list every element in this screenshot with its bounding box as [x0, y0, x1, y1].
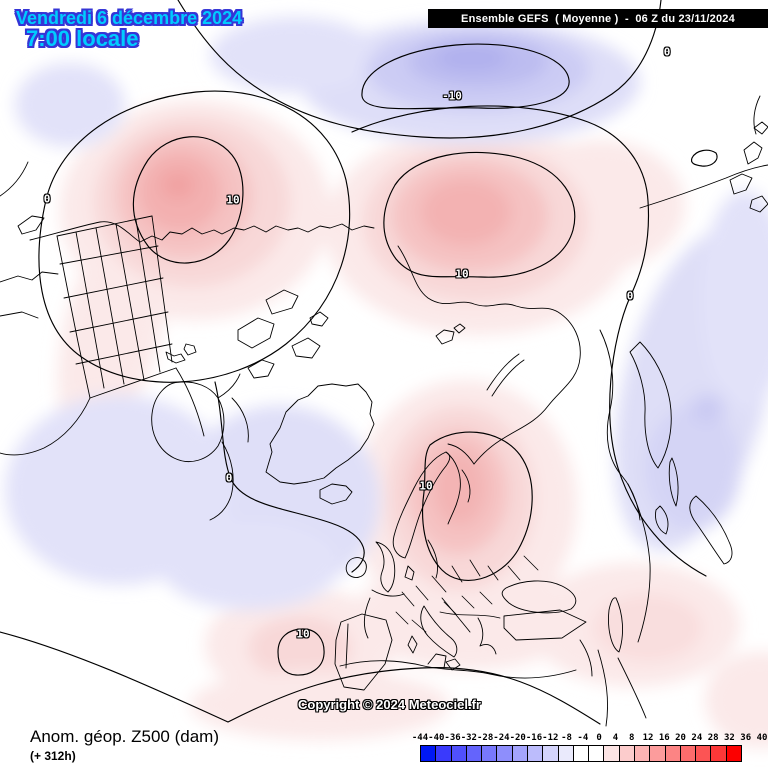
colorbar-tick: -20 [509, 733, 526, 743]
copyright-label: Copyright © 2024 Meteociel.fr [298, 697, 481, 712]
forecast-step-label: (+ 312h) [30, 749, 76, 763]
colorbar-tick: -32 [460, 733, 477, 743]
contour-label: 0 [626, 289, 634, 303]
contour-label: 10 [296, 627, 310, 641]
colorbar-box [435, 745, 452, 762]
contour-label: -10 [442, 89, 462, 103]
contour-lines [0, 0, 718, 725]
colorbar-tick: -24 [493, 733, 510, 743]
colorbar-ticks: -44 -40 -36 -32 -28 -24 -20 -16 -12 -8 -4 0 4 8 12 16 20… [412, 733, 768, 744]
colorbar-tick: -36 [444, 733, 461, 743]
colorbar-box [557, 745, 574, 762]
colorbar-box [710, 745, 727, 762]
time-label: 7:00 locale [26, 26, 139, 51]
country-borders [395, 555, 539, 633]
colorbar-tick: 28 [707, 733, 719, 743]
colorbar-box [649, 745, 666, 762]
colorbar-box [496, 745, 513, 762]
colorbar-box [695, 745, 712, 762]
colorbar-box [465, 745, 483, 762]
colorbar-box [481, 745, 498, 762]
model-banner: Ensemble GEFS ( Moyenne ) - 06 Z du 23/1… [428, 9, 768, 28]
colorbar-tick: 4 [612, 733, 619, 743]
colorbar-tick: -12 [542, 733, 559, 743]
colorbar-tick: -4 [577, 733, 589, 743]
parameter-label: Anom. géop. Z500 (dam) [30, 727, 219, 746]
colorbar-box [572, 745, 590, 762]
colorbar-tick: -44 [411, 733, 429, 743]
contour-label: 10 [226, 193, 240, 207]
colorbar-box [664, 745, 681, 762]
colorbar-box [633, 745, 651, 762]
colorbar: -44 -40 -36 -32 -28 -24 -20 -16 -12 -8 -4 0 4 8 12 16 20… [412, 733, 768, 764]
colorbar-box [725, 745, 742, 762]
colorbar-tick: -40 [428, 733, 445, 743]
colorbar-box [679, 745, 697, 762]
contour-label: 10 [455, 267, 469, 281]
colorbar-box [618, 745, 635, 762]
contour-label: 0 [43, 192, 51, 206]
colorbar-tick: 24 [691, 733, 703, 743]
contour-label: 0 [663, 45, 671, 59]
coastlines [0, 95, 768, 727]
colorbar-box [511, 745, 528, 762]
colorbar-tick: 0 [596, 733, 602, 743]
colorbar-tick: 8 [628, 733, 635, 743]
colorbar-box [542, 745, 559, 762]
colorbar-box [450, 745, 467, 762]
colorbar-tick: -16 [525, 733, 543, 743]
colorbar-tick: 40 [756, 733, 768, 743]
colorbar-tick: 16 [658, 733, 670, 743]
date-label: Vendredi 6 décembre 2024 [16, 8, 243, 28]
colorbar-box [588, 745, 605, 762]
contour-label: 10 [419, 479, 433, 493]
colorbar-tick: 20 [675, 733, 686, 743]
colorbar-tick: 36 [740, 733, 752, 743]
colorbar-tick: 12 [642, 733, 654, 743]
colorbar-box [526, 745, 544, 762]
colorbar-tick: -28 [477, 733, 494, 743]
colorbar-boxes [420, 745, 742, 762]
colorbar-box [603, 745, 620, 762]
colorbar-box [420, 745, 437, 762]
contour-label: 0 [225, 471, 233, 485]
colorbar-tick: 32 [724, 733, 735, 743]
colorbar-tick: -8 [561, 733, 572, 743]
